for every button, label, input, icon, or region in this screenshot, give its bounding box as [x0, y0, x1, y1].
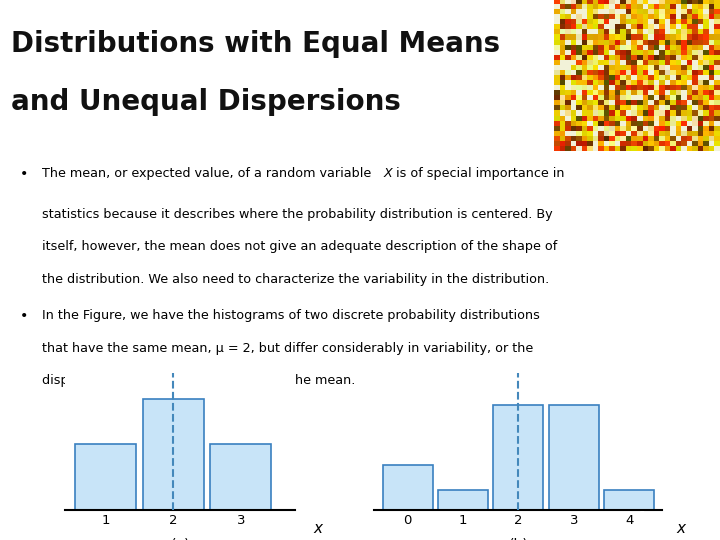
Text: X: X — [384, 167, 392, 180]
Text: •: • — [20, 309, 29, 323]
Bar — [549, 405, 599, 510]
Bar — [438, 490, 488, 510]
Text: is of special importance in: is of special importance in — [392, 167, 565, 180]
Text: statistics because it describes where the probability distribution is centered. : statistics because it describes where th… — [42, 208, 552, 221]
Text: (a): (a) — [170, 538, 190, 540]
Bar — [143, 399, 204, 510]
Text: (b): (b) — [508, 538, 528, 540]
Text: The mean, or expected value, of a random variable: The mean, or expected value, of a random… — [42, 167, 375, 180]
Text: that have the same mean, μ = 2, but differ considerably in variability, or the: that have the same mean, μ = 2, but diff… — [42, 341, 533, 355]
Bar — [75, 444, 136, 510]
Text: the distribution. We also need to characterize the variability in the distributi: the distribution. We also need to charac… — [42, 273, 549, 286]
Text: x: x — [314, 521, 323, 536]
Bar — [383, 465, 433, 510]
Text: •: • — [20, 167, 29, 181]
Text: Distributions with Equal Means: Distributions with Equal Means — [11, 30, 500, 58]
Text: dispersion of their observations about the mean.: dispersion of their observations about t… — [42, 374, 355, 387]
Text: In the Figure, we have the histograms of two discrete probability distributions: In the Figure, we have the histograms of… — [42, 309, 539, 322]
Text: and Unequal Dispersions: and Unequal Dispersions — [11, 87, 401, 116]
Text: 4 - 10: 4 - 10 — [635, 510, 688, 528]
Text: x: x — [677, 521, 685, 536]
Bar — [604, 490, 654, 510]
Text: itself, however, the mean does not give an adequate description of the shape of: itself, however, the mean does not give … — [42, 240, 557, 253]
Bar — [210, 444, 271, 510]
Bar — [493, 405, 544, 510]
